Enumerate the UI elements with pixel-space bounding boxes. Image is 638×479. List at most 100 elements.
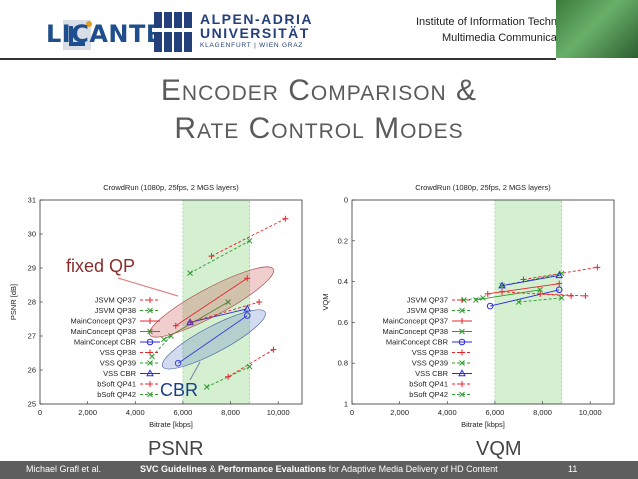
vqm-legend-label: VSS QP39 bbox=[412, 359, 448, 368]
vqm-ylabel: VQM bbox=[321, 293, 330, 310]
psnr-xlabel: Bitrate [kbps] bbox=[149, 420, 193, 429]
vqm-legend-label: MainConcept QP37 bbox=[383, 317, 448, 326]
slide-title-line1: Encoder Comparison & bbox=[0, 74, 638, 108]
psnr-legend-marker bbox=[146, 369, 154, 377]
vqm-xlabel: Bitrate [kbps] bbox=[461, 420, 505, 429]
psnr-ytick-label: 29 bbox=[28, 264, 36, 273]
vqm-data-point bbox=[473, 297, 479, 303]
psnr-xtick-label: 0 bbox=[38, 408, 42, 417]
vqm-legend-label: JSVM QP38 bbox=[407, 306, 448, 315]
vqm-legend-marker bbox=[459, 391, 465, 398]
vqm-legend-label: bSoft QP42 bbox=[409, 390, 448, 399]
psnr-xtick-label: 2,000 bbox=[78, 408, 97, 417]
vqm-legend-marker bbox=[458, 338, 466, 346]
psnr-legend-label: JSVM QP38 bbox=[95, 306, 136, 315]
vqm-legend-marker bbox=[459, 349, 465, 356]
psnr-xtick-label: 10,000 bbox=[267, 408, 290, 417]
vqm-legend-marker bbox=[459, 381, 465, 387]
slide-title-smallcaps-2: Rate Control Modes bbox=[174, 112, 464, 145]
label-psnr: PSNR bbox=[148, 438, 204, 460]
vqm-series-line bbox=[475, 289, 541, 301]
psnr-data-point bbox=[174, 359, 182, 367]
psnr-series-line bbox=[211, 218, 286, 257]
psnr-legend-label: MainConcept CBR bbox=[74, 338, 137, 347]
vqm-data-point bbox=[568, 292, 575, 299]
psnr-xtick-label: 6,000 bbox=[174, 408, 193, 417]
psnr-legend-marker bbox=[147, 297, 153, 303]
footer-title-bold-1: SVC Guidelines bbox=[140, 464, 208, 474]
vqm-xtick-label: 8,000 bbox=[533, 408, 552, 417]
university-campus-text: KLAGENFURT | WIEN GRAZ bbox=[200, 42, 304, 49]
vqm-xtick-label: 0 bbox=[350, 408, 354, 417]
vqm-legend-label: JSVM QP37 bbox=[407, 296, 448, 305]
vqm-ytick-label: 0.6 bbox=[338, 318, 348, 327]
psnr-fixed-qp-ellipse bbox=[149, 266, 274, 338]
vqm-title: CrowdRun (1080p, 25fps, 2 MGS layers) bbox=[415, 183, 551, 192]
psnr-data-point bbox=[225, 373, 232, 380]
vqm-highlight-band bbox=[494, 199, 562, 405]
psnr-series-line bbox=[175, 277, 248, 327]
header-divider bbox=[0, 58, 556, 60]
vqm-ytick-label: 0.8 bbox=[338, 359, 348, 368]
psnr-ytick-label: 27 bbox=[28, 332, 36, 341]
psnr-data-point bbox=[187, 270, 193, 276]
vqm-legend-marker bbox=[459, 318, 465, 324]
label-vqm: VQM bbox=[476, 438, 522, 460]
psnr-legend-marker bbox=[147, 381, 153, 387]
psnr-ytick-label: 26 bbox=[28, 366, 36, 375]
psnr-legend-label: MainConcept QP37 bbox=[71, 317, 136, 326]
vqm-data-point bbox=[555, 286, 563, 294]
psnr-legend-marker bbox=[147, 391, 153, 398]
psnr-data-point bbox=[246, 363, 253, 370]
vqm-legend-label: bSoft QP41 bbox=[409, 380, 448, 389]
vqm-plot-frame bbox=[351, 199, 615, 405]
psnr-legend-label: VSS CBR bbox=[103, 369, 137, 378]
annotation-cbr: CBR bbox=[160, 380, 199, 400]
institute-name: Institute of Information Technology bbox=[416, 16, 584, 28]
psnr-data-point bbox=[186, 318, 194, 326]
psnr-data-point bbox=[149, 353, 155, 360]
psnr-cbr-ellipse bbox=[161, 309, 266, 370]
psnr-series-line bbox=[189, 308, 248, 323]
psnr-series-line bbox=[227, 349, 274, 378]
vqm-xtick-label: 4,000 bbox=[438, 408, 457, 417]
university-name-line1: ALPEN-ADRIA bbox=[200, 11, 313, 27]
vqm-series-line bbox=[518, 297, 562, 303]
psnr-cbr-arrow bbox=[189, 361, 201, 381]
university-name-line2: UNIVERSITÄT bbox=[200, 25, 310, 41]
psnr-data-point bbox=[225, 299, 232, 305]
vqm-xtick-label: 2,000 bbox=[390, 408, 409, 417]
vqm-legend-marker bbox=[459, 307, 465, 314]
psnr-data-point bbox=[256, 299, 263, 305]
psnr-data-point bbox=[208, 253, 215, 260]
psnr-ytick-label: 30 bbox=[28, 230, 36, 239]
psnr-series-line bbox=[177, 315, 248, 364]
psnr-legend-label: bSoft QP42 bbox=[97, 390, 136, 399]
vqm-legend-label: VSS QP38 bbox=[412, 348, 448, 357]
vqm-chart: CrowdRun (1080p, 25fps, 2 MGS layers) 0 2,… bbox=[321, 183, 615, 429]
psnr-series-line bbox=[189, 240, 250, 274]
slide-title-line2: Rate Control Modes bbox=[0, 112, 638, 146]
vqm-data-point bbox=[582, 292, 589, 299]
footer-author: Michael Grafl et al. bbox=[26, 464, 102, 474]
psnr-xtick-label: 4,000 bbox=[126, 408, 145, 417]
psnr-data-point bbox=[243, 312, 251, 319]
vqm-series-line bbox=[502, 291, 572, 297]
vqm-legend-label: MainConcept QP38 bbox=[383, 327, 448, 336]
psnr-data-point bbox=[270, 346, 277, 353]
psnr-ytick-label: 31 bbox=[28, 196, 36, 205]
annotation-fixed-qp: fixed QP bbox=[66, 256, 136, 276]
vqm-data-point bbox=[558, 270, 565, 277]
vqm-ytick-label: 1 bbox=[344, 400, 348, 409]
vqm-legend-marker bbox=[459, 328, 465, 335]
psnr-data-point bbox=[168, 333, 174, 339]
vqm-data-point bbox=[480, 295, 486, 301]
psnr-data-point bbox=[243, 304, 252, 312]
psnr-ytick-label: 25 bbox=[28, 400, 36, 409]
psnr-legend-label: bSoft QP41 bbox=[97, 380, 136, 389]
psnr-data-point bbox=[203, 384, 210, 390]
psnr-legend-label: MainConcept QP38 bbox=[71, 327, 136, 336]
vqm-data-point bbox=[537, 290, 544, 297]
vqm-data-point bbox=[484, 290, 491, 297]
vqm-data-point bbox=[558, 295, 565, 301]
